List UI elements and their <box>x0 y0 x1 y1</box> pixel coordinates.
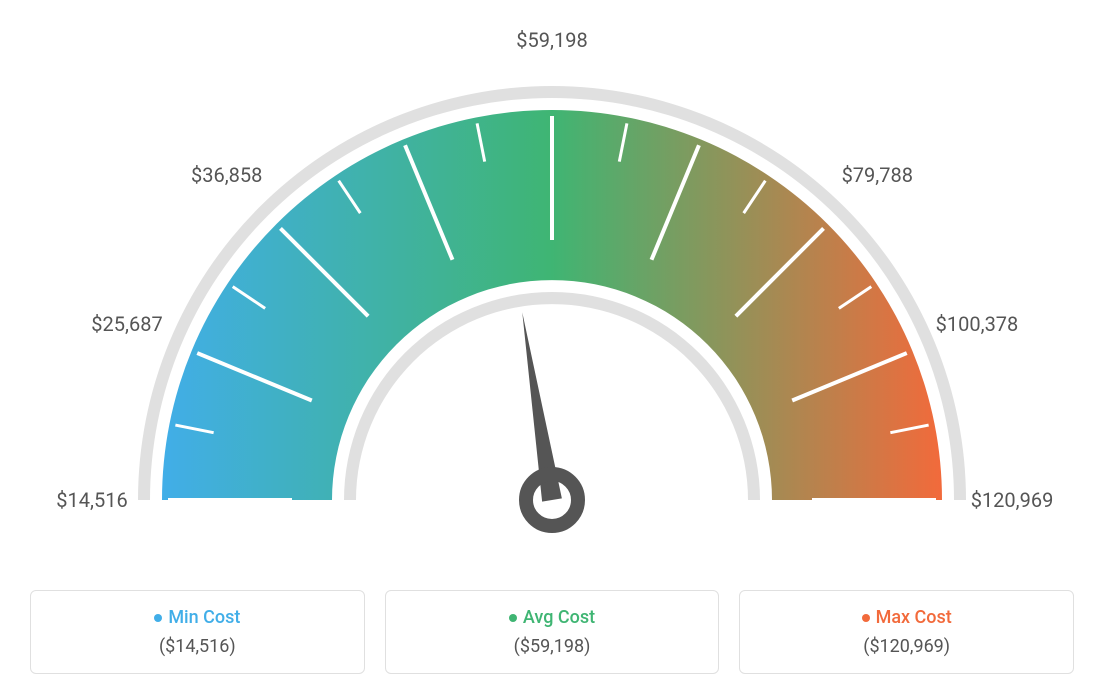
legend-value-max: ($120,969) <box>750 636 1063 657</box>
legend-title-min: Min Cost <box>41 607 354 628</box>
gauge-tick-label: $79,788 <box>842 163 913 187</box>
legend-card-min: Min Cost ($14,516) <box>30 590 365 674</box>
legend-row: Min Cost ($14,516) Avg Cost ($59,198) Ma… <box>20 590 1084 674</box>
legend-title-text: Min Cost <box>168 607 240 628</box>
dot-icon <box>862 614 870 622</box>
gauge-tick-label: $100,378 <box>936 312 1019 336</box>
legend-title-text: Max Cost <box>876 607 952 628</box>
gauge-chart: $14,516 $25,687 $36,858 $59,198 $79,788 $100,… <box>20 20 1084 580</box>
legend-title-text: Avg Cost <box>523 607 595 628</box>
legend-value-avg: ($59,198) <box>396 636 709 657</box>
legend-title-avg: Avg Cost <box>396 607 709 628</box>
gauge-tick-label: $59,198 <box>516 28 587 52</box>
gauge-tick-label: $120,969 <box>971 488 1054 512</box>
legend-value-min: ($14,516) <box>41 636 354 657</box>
dot-icon <box>154 614 162 622</box>
gauge-tick-label: $36,858 <box>191 163 262 187</box>
dot-icon <box>509 614 517 622</box>
legend-card-max: Max Cost ($120,969) <box>739 590 1074 674</box>
legend-card-avg: Avg Cost ($59,198) <box>385 590 720 674</box>
legend-title-max: Max Cost <box>750 607 1063 628</box>
gauge-tick-label: $25,687 <box>91 312 162 336</box>
gauge-svg <box>20 20 1084 580</box>
gauge-tick-label: $14,516 <box>56 488 127 512</box>
